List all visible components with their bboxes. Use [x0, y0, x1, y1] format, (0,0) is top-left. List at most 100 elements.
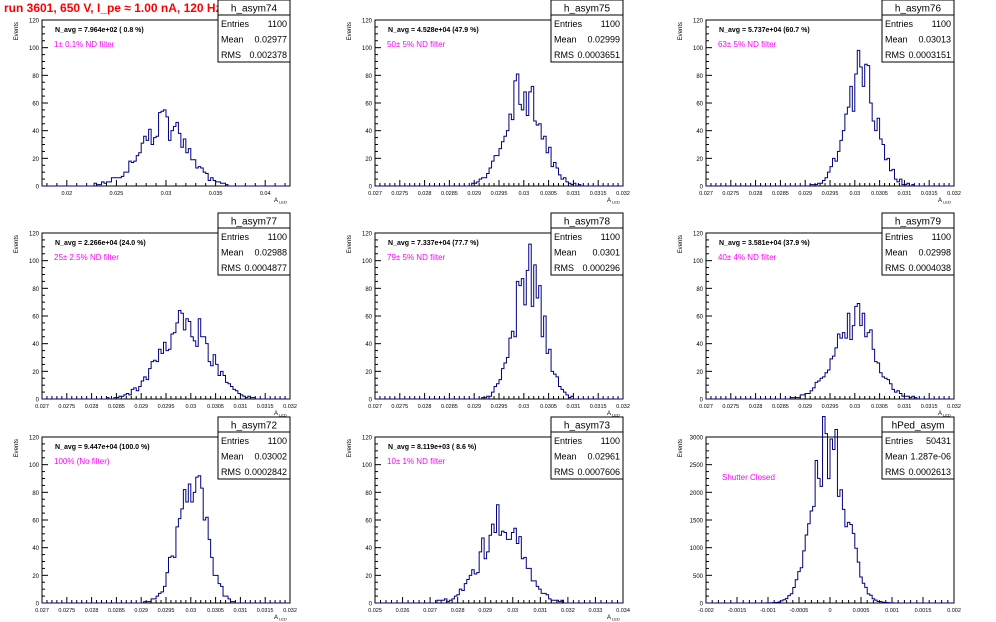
stats-value-entries: 1100 — [932, 19, 951, 29]
x-tick-label: 0.028 — [85, 608, 99, 614]
stats-title: h_asym72 — [231, 421, 278, 432]
y-tick-label: 60 — [365, 102, 372, 108]
histogram-line — [375, 73, 623, 187]
x-tick-label: 0.0305 — [207, 608, 224, 614]
x-tick-label: 0.0305 — [540, 191, 557, 197]
x-tick-label: 0.025 — [368, 608, 382, 614]
y-tick-label: 100 — [362, 259, 373, 265]
x-tick-label: 0.028 — [451, 608, 465, 614]
y-tick-label: 20 — [32, 157, 39, 163]
x-tick-label: 0.0315 — [590, 404, 607, 410]
y-tick-label: 20 — [696, 370, 703, 376]
x-tick-label: 0.032 — [283, 404, 297, 410]
x-tick-label: 0.033 — [589, 608, 603, 614]
y-tick-label: 120 — [29, 19, 40, 25]
stats-title: h_asym75 — [564, 4, 611, 15]
x-tick-label: 0.0305 — [540, 404, 557, 410]
x-tick-label: 0.0315 — [921, 191, 938, 197]
stats-value-rms: 0.000296 — [582, 263, 620, 273]
stats-value-mean: 0.02977 — [254, 35, 287, 45]
x-tick-label: -0.0015 — [728, 608, 747, 614]
y-axis-title: Events — [14, 235, 20, 253]
y-tick-label: 20 — [365, 574, 372, 580]
stats-key-mean: Mean — [221, 248, 244, 258]
y-axis-title: Events — [14, 22, 20, 40]
histogram-panel-h_asym77: 0 20 40 60 80 100 120 0.027 0.0275 0.028 0.0285 0.0… — [14, 212, 297, 418]
x-axis-title: ALED — [274, 411, 287, 418]
x-tick-label: 0.0275 — [391, 191, 408, 197]
stats-value-entries: 1100 — [601, 436, 620, 446]
stats-key-entries: Entries — [554, 232, 583, 242]
stats-box — [550, 416, 624, 480]
y-tick-label: 40 — [32, 342, 39, 348]
y-tick-label: 80 — [32, 491, 39, 497]
stats-title: h_asym74 — [231, 4, 278, 15]
y-tick-label: 120 — [362, 19, 373, 25]
y-tick-label: 40 — [696, 129, 703, 135]
x-tick-label: 0.0305 — [207, 404, 224, 410]
stats-value-rms: 0.0003151 — [908, 50, 951, 60]
x-tick-label: 0.031 — [898, 404, 912, 410]
y-tick-label: 60 — [696, 102, 703, 108]
histogram-line — [375, 504, 623, 604]
y-tick-label: 3000 — [690, 436, 704, 442]
y-tick-label: 0 — [369, 185, 373, 191]
x-axis-title: ALED — [274, 615, 287, 622]
x-tick-label: 0.0275 — [391, 404, 408, 410]
x-tick-label: 0.029 — [134, 404, 148, 410]
stats-key-mean: Mean — [885, 35, 908, 45]
y-tick-label: 500 — [693, 574, 704, 580]
y-tick-label: 40 — [32, 546, 39, 552]
histogram-line — [706, 416, 954, 604]
y-tick-label: 100 — [693, 46, 704, 52]
x-tick-label: 0.03 — [161, 191, 172, 197]
x-tick-label: 0.03 — [518, 404, 529, 410]
x-tick-label: 0.028 — [418, 191, 432, 197]
x-tick-label: 0.0295 — [822, 191, 839, 197]
y-tick-label: 80 — [696, 287, 703, 293]
stats-box — [550, 212, 624, 276]
x-axis-title: ALED — [607, 615, 620, 622]
y-tick-label: 120 — [693, 19, 704, 25]
stats-key-entries: Entries — [554, 436, 583, 446]
stats-value-rms: 0.0002842 — [244, 467, 287, 477]
x-axis-title: ALED — [607, 411, 620, 418]
histogram-line — [375, 243, 623, 400]
y-tick-label: 40 — [365, 129, 372, 135]
y-tick-label: 120 — [29, 232, 40, 238]
stats-value-mean: 0.03002 — [254, 452, 287, 462]
stats-key-rms: RMS — [885, 263, 905, 273]
stats-key-rms: RMS — [554, 263, 574, 273]
stats-key-entries: Entries — [221, 19, 250, 29]
x-tick-label: 0.028 — [749, 404, 763, 410]
stats-key-mean: Mean — [885, 452, 908, 462]
y-tick-label: 1000 — [690, 546, 704, 552]
stats-key-mean: Mean — [221, 452, 244, 462]
stats-value-rms: 0.0002613 — [908, 467, 951, 477]
x-tick-label: 0.027 — [699, 404, 713, 410]
x-tick-label: 0.029 — [798, 191, 812, 197]
y-tick-label: 80 — [696, 74, 703, 80]
stats-key-mean: Mean — [885, 248, 908, 258]
y-tick-label: 0 — [700, 602, 704, 608]
stats-value-rms: 0.0004038 — [908, 263, 951, 273]
y-tick-label: 80 — [365, 74, 372, 80]
x-tick-label: 0.028 — [85, 404, 99, 410]
x-tick-label: 0.032 — [947, 404, 961, 410]
y-axis-title: Events — [14, 439, 20, 457]
stats-value-rms: 0.002378 — [249, 50, 287, 60]
x-tick-label: 0.03 — [185, 608, 196, 614]
x-tick-label: 0.0295 — [822, 404, 839, 410]
stats-key-rms: RMS — [554, 467, 574, 477]
x-tick-label: 0.034 — [616, 608, 630, 614]
filter-label: 25± 2.5% ND filter — [54, 253, 119, 262]
histogram-panel-h_asym73: 0 20 40 60 80 100 120 0.025 0.026 0.027 0.028 0.029… — [347, 416, 630, 622]
histogram-line — [42, 309, 290, 400]
stats-key-rms: RMS — [221, 50, 241, 60]
navg-label: N_avg = 7.337e+04 (77.7 %) — [388, 240, 479, 247]
x-tick-label: 0.03 — [507, 608, 518, 614]
x-tick-label: 0.029 — [467, 191, 481, 197]
x-tick-label: 0.02 — [61, 191, 72, 197]
x-tick-label: 0.032 — [947, 191, 961, 197]
x-tick-label: 0.0315 — [921, 404, 938, 410]
